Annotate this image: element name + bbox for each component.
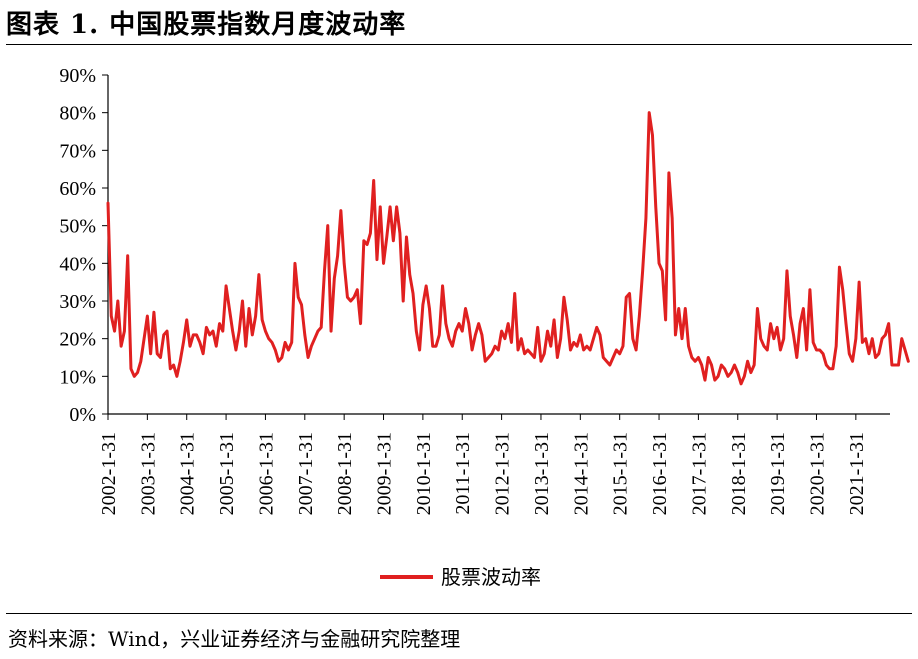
y-axis: 0% 10% 20% 30% 40% 50% 60% 70% 80% 90% — [59, 65, 109, 426]
legend: 股票波动率 — [380, 566, 541, 589]
legend-label: 股票波动率 — [441, 566, 541, 589]
x-axis: 2002-1-31 2003-1-31 2004-1-31 2005-1-31 2006… — [98, 413, 890, 515]
y-tick-label: 20% — [59, 329, 96, 351]
bottom-divider — [6, 613, 912, 614]
series-layer — [106, 111, 910, 386]
x-tick-label: 2011-1-31 — [452, 432, 474, 515]
volatility-line-chart: 0%10%20%30%40%50%60%70%80%90% 2002-1-31 2… — [59, 65, 910, 589]
y-tick-label: 50% — [59, 216, 96, 238]
x-tick-label: 2014-1-31 — [570, 432, 592, 515]
x-tick-label: 2004-1-31 — [177, 432, 199, 515]
y-tick-label: 80% — [59, 103, 96, 125]
x-tick-label: 2017-1-31 — [688, 432, 710, 515]
x-tick-label: 2013-1-31 — [531, 432, 553, 515]
x-tick-label: 2003-1-31 — [137, 432, 159, 515]
source-note: 资料来源：Wind，兴业证券经济与金融研究院整理 — [8, 627, 461, 651]
x-tick-label: 2005-1-31 — [216, 432, 238, 515]
y-tick-label: 30% — [59, 291, 96, 313]
x-tick-label: 2002-1-31 — [98, 432, 120, 515]
y-tick-label: 60% — [59, 178, 96, 200]
x-tick-label: 2018-1-31 — [728, 432, 750, 515]
x-tick-label: 2016-1-31 — [649, 432, 671, 515]
x-tick-label: 2020-1-31 — [806, 432, 828, 515]
y-tick-label: 90% — [59, 65, 96, 87]
x-tick-label: 2015-1-31 — [610, 432, 632, 515]
y-tick-label: 0% — [69, 404, 96, 426]
x-tick-label: 2019-1-31 — [767, 432, 789, 515]
x-tick-label: 2010-1-31 — [413, 432, 435, 515]
x-tick-label: 2021-1-31 — [846, 432, 868, 515]
figure-title: 图表 1. 中国股票指数月度波动率 — [6, 10, 407, 40]
y-tick-label: 40% — [59, 253, 96, 275]
x-tick-label: 2012-1-31 — [492, 432, 514, 515]
x-tick-label: 2006-1-31 — [255, 432, 277, 515]
y-tick-label: 70% — [59, 140, 96, 162]
y-tick-label: 10% — [59, 366, 96, 388]
series-line-0 — [106, 111, 910, 386]
top-divider — [6, 44, 912, 45]
x-tick-label: 2009-1-31 — [374, 432, 396, 515]
x-tick-label: 2007-1-31 — [295, 432, 317, 515]
x-tick-label: 2008-1-31 — [334, 432, 356, 515]
